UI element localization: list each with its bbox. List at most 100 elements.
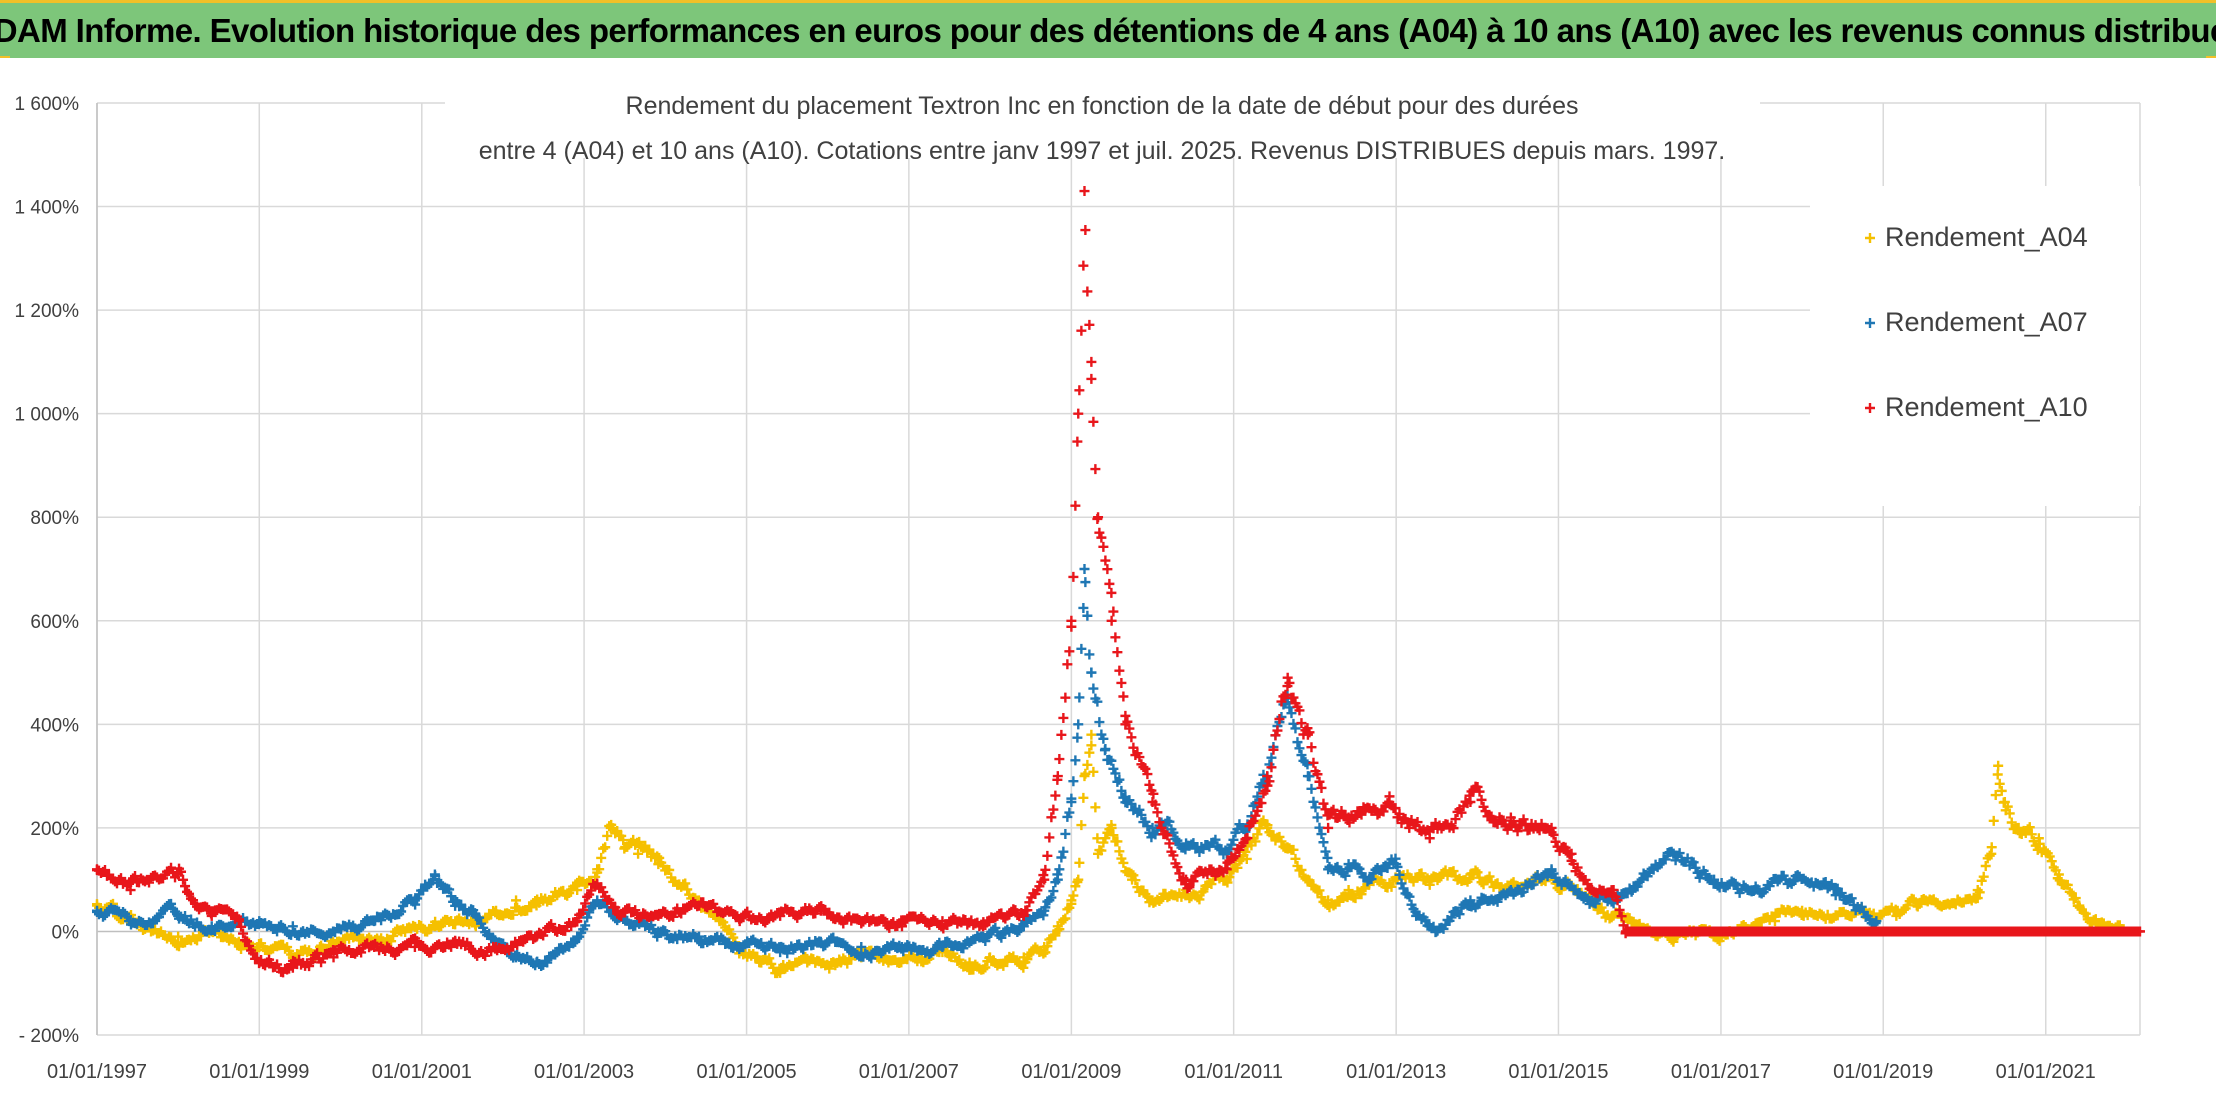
data-point: [856, 941, 867, 952]
data-point: [348, 931, 359, 942]
data-point: [1162, 830, 1173, 841]
data-point: [2044, 851, 2055, 862]
data-point: [754, 957, 765, 968]
data-point: [883, 957, 894, 968]
data-point: [1138, 762, 1149, 773]
data-point: [1536, 818, 1547, 829]
data-point: [1391, 859, 1402, 870]
data-point: [1056, 729, 1067, 740]
y-tick-label: 1 200%: [15, 301, 80, 322]
data-point: [1276, 836, 1287, 847]
data-point: [1474, 898, 1485, 909]
data-point: [1292, 737, 1303, 748]
data-point: [1078, 602, 1089, 613]
x-tick-label: 01/01/2021: [1996, 1061, 2096, 1083]
data-point: [1302, 729, 1313, 740]
data-point: [1314, 885, 1325, 896]
data-point: [612, 905, 623, 916]
data-point: [580, 920, 591, 931]
data-point: [1054, 864, 1065, 875]
data-point: [1398, 883, 1409, 894]
data-point: [382, 941, 393, 952]
data-point: [1270, 730, 1281, 741]
data-point: [130, 871, 141, 882]
data-point: [1302, 874, 1313, 885]
data-point: [1354, 807, 1365, 818]
data-point: [1112, 647, 1123, 658]
data-point: [2046, 856, 2057, 867]
data-point: [450, 936, 461, 947]
data-point: [233, 916, 244, 927]
data-point: [1086, 729, 1097, 740]
data-point: [1112, 836, 1123, 847]
data-point: [1246, 818, 1257, 828]
data-point: [1996, 785, 2007, 796]
data-point: [1688, 857, 1699, 868]
data-point: [1142, 769, 1153, 780]
legend-label-a07: Rendement_A07: [1885, 307, 2088, 337]
scatter-chart: - 200% 0% 200% 400% 600% 800% 1 000% 1 200% 1 40…: [0, 58, 2216, 1102]
data-point: [1084, 747, 1095, 758]
data-point: [1073, 408, 1084, 419]
data-point: [1288, 844, 1299, 855]
data-point: [1074, 857, 1085, 868]
data-point: [1272, 725, 1283, 736]
data-point: [1749, 885, 1760, 896]
data-point: [694, 900, 705, 911]
data-point: [244, 940, 255, 951]
data-point: [978, 921, 989, 932]
data-point: [642, 846, 653, 857]
data-point: [1306, 783, 1317, 794]
data-point: [1228, 834, 1239, 845]
data-point: [1147, 822, 1158, 833]
data-point: [178, 874, 189, 885]
data-point: [1134, 752, 1145, 763]
data-point: [815, 936, 826, 947]
chart-title-line-2: entre 4 (A04) et 10 ans (A10). Cotations…: [479, 137, 1726, 165]
data-point: [1546, 864, 1557, 875]
data-point: [166, 898, 177, 909]
data-point: [1114, 665, 1125, 676]
data-point: [1296, 718, 1307, 729]
data-point: [511, 895, 522, 906]
data-point: [978, 931, 989, 942]
data-point: [896, 941, 907, 952]
data-point: [1318, 837, 1329, 848]
x-tick-label: 01/01/2015: [1508, 1061, 1608, 1083]
data-point: [1181, 874, 1192, 885]
data-point: [1232, 862, 1243, 873]
data-point: [470, 921, 481, 932]
data-point: [238, 928, 249, 939]
data-point: [1492, 896, 1503, 907]
data-point: [1160, 829, 1171, 840]
data-point: [1992, 769, 2003, 780]
data-point: [186, 893, 197, 904]
data-point: [1318, 798, 1329, 809]
data-point: [1314, 776, 1325, 787]
data-point: [1062, 659, 1073, 670]
data-point: [1332, 813, 1343, 824]
data-point: [92, 864, 102, 875]
data-point: [531, 931, 542, 942]
data-point: [1140, 763, 1151, 774]
data-point: [1090, 464, 1101, 475]
data-point: [1580, 891, 1591, 902]
data-point: [1343, 859, 1354, 870]
data-point: [928, 946, 939, 957]
data-point: [1088, 766, 1099, 777]
data-point: [742, 906, 753, 917]
data-point: [206, 910, 217, 921]
data-point: [396, 906, 407, 917]
data-point: [1168, 827, 1179, 838]
data-point: [985, 952, 996, 963]
data-point: [1871, 916, 1882, 927]
data-point: [1546, 822, 1557, 833]
data-point: [1068, 571, 1079, 582]
data-point: [1431, 926, 1442, 937]
data-point: [1144, 779, 1155, 790]
data-point: [1528, 879, 1539, 890]
data-point: [1082, 610, 1093, 621]
data-point: [1221, 864, 1232, 875]
data-point: [1384, 797, 1395, 807]
data-point: [206, 921, 217, 932]
